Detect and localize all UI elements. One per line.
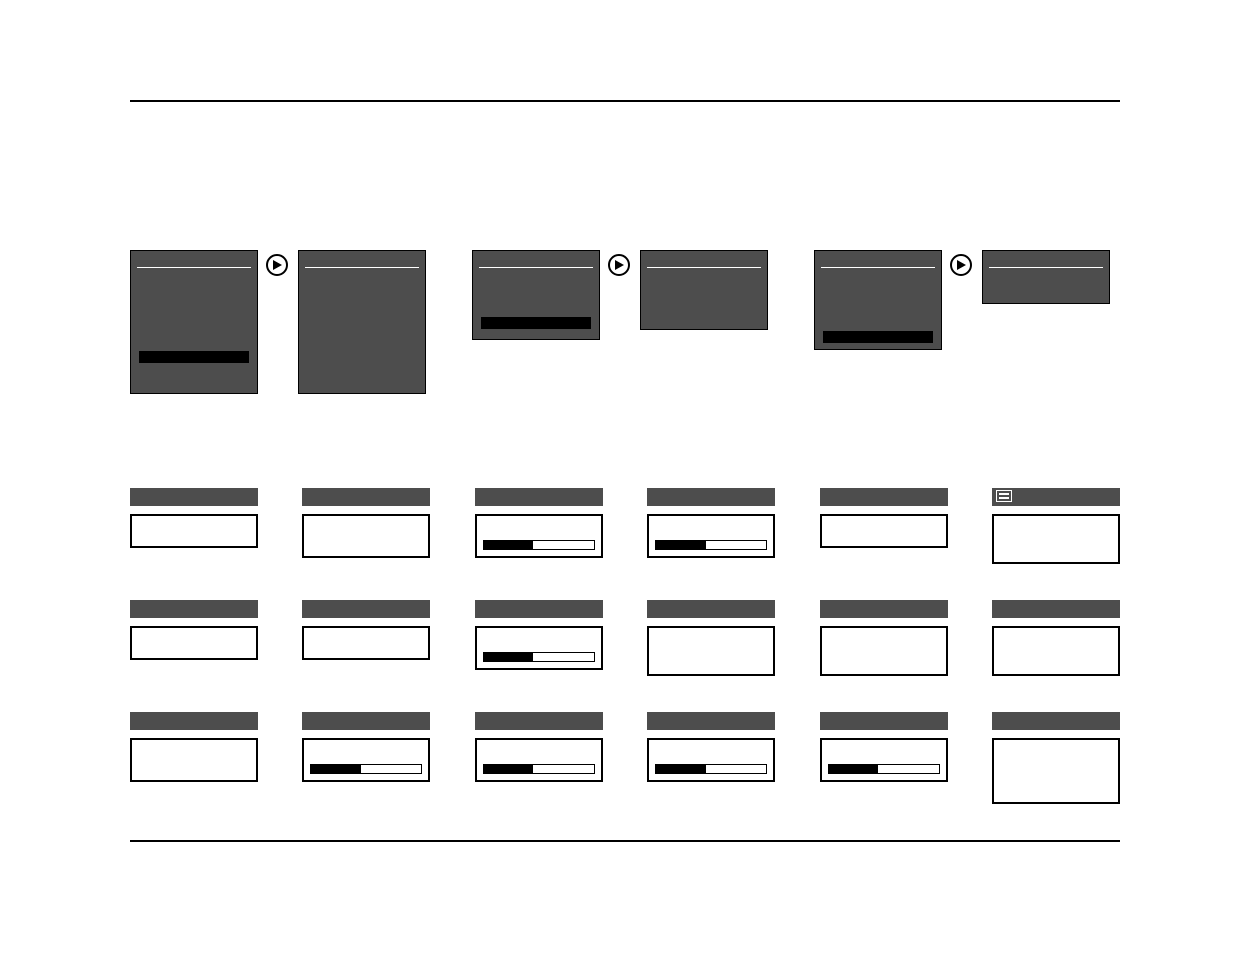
card-body xyxy=(130,626,258,660)
card xyxy=(820,600,948,676)
menu-panel xyxy=(640,250,768,330)
card xyxy=(475,712,603,804)
arrow-right-icon xyxy=(950,254,972,276)
card xyxy=(992,712,1120,804)
card xyxy=(302,712,430,804)
card-body xyxy=(475,626,603,670)
panel-selection-bar xyxy=(481,317,591,329)
card-body xyxy=(475,514,603,558)
card xyxy=(130,488,258,564)
menu-flow-row xyxy=(130,250,1120,410)
card xyxy=(992,488,1120,564)
panel-selection-bar xyxy=(139,351,249,363)
card-row xyxy=(130,712,1120,804)
card-header xyxy=(647,600,775,618)
bottom-rule xyxy=(130,840,1120,842)
card-header xyxy=(475,488,603,506)
card-body xyxy=(992,738,1120,804)
card-body xyxy=(302,514,430,558)
card xyxy=(992,600,1120,676)
card-header xyxy=(130,600,258,618)
card xyxy=(130,600,258,676)
card xyxy=(820,488,948,564)
card-body xyxy=(820,738,948,782)
card xyxy=(475,488,603,564)
card xyxy=(647,712,775,804)
card-body xyxy=(130,514,258,548)
panel-divider xyxy=(821,267,935,268)
progress-bar xyxy=(483,764,595,774)
card-row xyxy=(130,488,1120,564)
card xyxy=(647,600,775,676)
progress-fill xyxy=(829,765,879,773)
card-header xyxy=(302,600,430,618)
menu-panel xyxy=(982,250,1110,304)
card-body xyxy=(647,626,775,676)
menu-panel xyxy=(814,250,942,350)
card-header xyxy=(130,488,258,506)
card xyxy=(302,600,430,676)
card xyxy=(302,488,430,564)
card-body xyxy=(647,738,775,782)
progress-bar xyxy=(828,764,940,774)
panel-selection-bar xyxy=(823,331,933,343)
menu-panel xyxy=(298,250,426,394)
progress-bar xyxy=(310,764,422,774)
card-header xyxy=(475,600,603,618)
card-header xyxy=(992,600,1120,618)
card-header xyxy=(992,488,1120,506)
card-header xyxy=(302,488,430,506)
page-content xyxy=(130,100,1120,854)
closed-caption-icon xyxy=(996,490,1012,502)
card-body xyxy=(820,626,948,676)
card-header xyxy=(820,712,948,730)
card-header xyxy=(992,712,1120,730)
card-header xyxy=(475,712,603,730)
progress-bar xyxy=(655,764,767,774)
progress-fill xyxy=(656,765,706,773)
card-header xyxy=(647,488,775,506)
card-body xyxy=(302,738,430,782)
card-header xyxy=(820,600,948,618)
progress-bar xyxy=(483,652,595,662)
menu-panel xyxy=(130,250,258,394)
card-body xyxy=(992,626,1120,676)
panel-divider xyxy=(479,267,593,268)
card-body xyxy=(647,514,775,558)
progress-fill xyxy=(484,653,534,661)
card-header xyxy=(647,712,775,730)
card-body xyxy=(130,738,258,782)
card-body xyxy=(820,514,948,548)
card xyxy=(647,488,775,564)
card-body xyxy=(475,738,603,782)
progress-fill xyxy=(484,541,534,549)
progress-fill xyxy=(484,765,534,773)
card-body xyxy=(302,626,430,660)
card-row xyxy=(130,600,1120,676)
panel-divider xyxy=(137,267,251,268)
card xyxy=(475,600,603,676)
panel-divider xyxy=(989,267,1103,268)
card-grid xyxy=(130,488,1120,804)
card xyxy=(820,712,948,804)
arrow-right-icon xyxy=(266,254,288,276)
top-rule xyxy=(130,100,1120,102)
card-header xyxy=(820,488,948,506)
panel-divider xyxy=(647,267,761,268)
progress-bar xyxy=(655,540,767,550)
card-header xyxy=(302,712,430,730)
menu-panel xyxy=(472,250,600,340)
progress-fill xyxy=(656,541,706,549)
card-header xyxy=(130,712,258,730)
card xyxy=(130,712,258,804)
arrow-right-icon xyxy=(608,254,630,276)
panel-divider xyxy=(305,267,419,268)
progress-bar xyxy=(483,540,595,550)
progress-fill xyxy=(311,765,361,773)
card-body xyxy=(992,514,1120,564)
